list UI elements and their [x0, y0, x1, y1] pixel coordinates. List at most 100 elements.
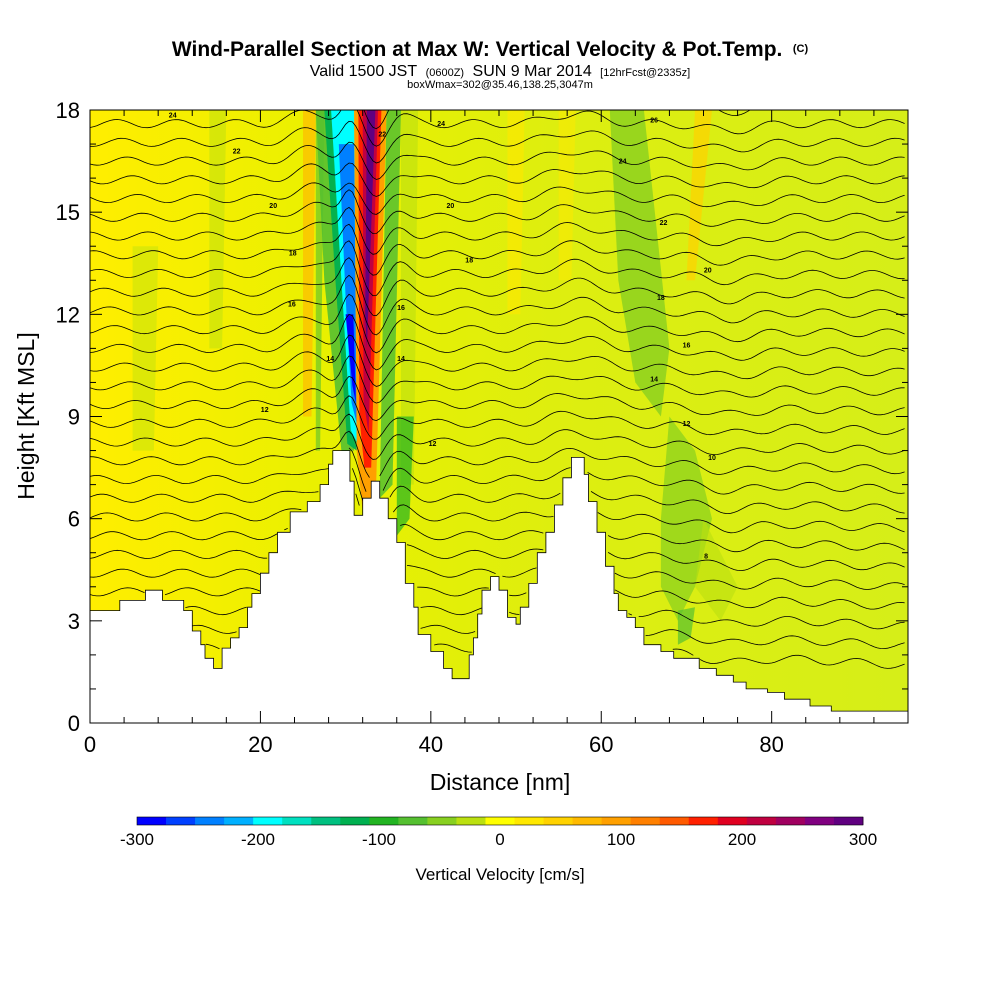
colorbar-swatch: [543, 817, 573, 825]
theta-contour: [90, 293, 905, 354]
theta-contour: [90, 120, 905, 164]
plot-area: 24 22 20 18 16 14 12 22 24 20 18 16 14 12 26 24 22 20 18 16…: [90, 110, 908, 723]
contour-label: 14: [650, 377, 658, 384]
theta-contour: [90, 141, 905, 180]
x-tick-label: 60: [589, 732, 613, 757]
theta-contour: [90, 413, 905, 460]
y-axis-label: Height [Kft MSL]: [13, 332, 39, 499]
colorbar-swatch: [630, 817, 661, 825]
colorbar-swatch: [224, 817, 254, 825]
velocity-band: [303, 110, 316, 417]
contour-label: 16: [288, 302, 296, 309]
chart-title: Wind-Parallel Section at Max W: Vertical…: [172, 38, 809, 61]
velocity-band: [695, 518, 738, 621]
contour-label: 12: [683, 421, 691, 428]
colorbar-swatch: [572, 817, 603, 825]
contour-label: 20: [269, 203, 277, 210]
velocity-band: [609, 110, 670, 417]
colorbar-swatch: [659, 817, 690, 825]
contour-label: 24: [437, 121, 445, 128]
colorbar-tick-label: 200: [728, 830, 756, 849]
theta-contour: [90, 182, 905, 215]
contour-label: 20: [447, 203, 455, 210]
colorbar-swatch: [253, 817, 283, 825]
theta-contour: [90, 565, 905, 590]
theta-contour: [90, 395, 905, 440]
contour-label: 12: [429, 441, 437, 448]
colorbar-tick-label: 0: [495, 830, 504, 849]
velocity-field: [132, 110, 738, 645]
velocity-band: [396, 416, 414, 536]
velocity-band: [209, 110, 227, 349]
theta-contour: [90, 189, 905, 235]
contour-label: 18: [289, 251, 297, 258]
theta-contour: [192, 624, 905, 650]
contour-label: 18: [657, 295, 665, 302]
y-tick-label: 6: [68, 507, 80, 532]
velocity-band: [132, 246, 159, 451]
contour-label: 18: [465, 257, 473, 264]
colorbar-swatch: [485, 817, 515, 825]
y-tick-label: 12: [56, 302, 80, 327]
theta-contour: [363, 110, 751, 130]
forecast-info: [12hrFcst@2335z]: [600, 67, 690, 79]
contour-label: 16: [397, 305, 405, 312]
chart-title-main: Wind-Parallel Section at Max W: Vertical…: [172, 38, 783, 61]
contour-label: 22: [660, 220, 668, 227]
contour-label: 12: [261, 407, 269, 414]
contour-label: 24: [169, 113, 177, 120]
colorbar-label: Vertical Velocity [cm/s]: [415, 865, 584, 884]
colorbar-swatch: [398, 817, 428, 825]
colorbar-swatch: [804, 817, 835, 825]
contour-label: 14: [397, 356, 405, 363]
colorbar-swatch: [311, 817, 341, 825]
colorbar-swatch: [833, 817, 864, 825]
colorbar: -300 -200 -100 0 100 200 300: [120, 816, 877, 849]
potential-temperature-contours: [90, 110, 905, 669]
colorbar-swatch: [195, 817, 225, 825]
theta-contour: [90, 523, 905, 553]
contour-label: 20: [704, 268, 712, 275]
contour-label: 24: [619, 159, 627, 166]
theta-contour: [90, 430, 905, 478]
colorbar-swatch: [166, 817, 196, 825]
velocity-band: [507, 110, 525, 315]
theta-contour: [90, 313, 905, 371]
contour-label: 8: [704, 554, 708, 561]
colorbar-swatch: [369, 817, 399, 825]
colorbar-swatch: [340, 817, 370, 825]
colorbar-swatch: [427, 817, 457, 825]
colorbar-swatch: [456, 817, 486, 825]
x-axis-label: Distance [nm]: [430, 769, 571, 795]
theta-contour: [90, 493, 905, 534]
colorbar-swatch: [717, 817, 748, 825]
y-tick-label: 0: [68, 711, 80, 736]
theta-contour: [90, 334, 905, 387]
theta-contour: [90, 375, 905, 422]
contour-label: 22: [233, 148, 241, 155]
contour-label: 10: [708, 455, 716, 462]
contour-label: 22: [378, 131, 386, 138]
y-tick-label: 15: [56, 200, 80, 225]
theta-contour: [90, 110, 905, 147]
x-tick-label: 20: [248, 732, 272, 757]
theta-contour: [90, 223, 905, 276]
x-tick-label: 0: [84, 732, 96, 757]
colorbar-swatch: [688, 817, 719, 825]
theta-contour: [90, 162, 905, 197]
theta-contour: [90, 274, 905, 336]
valid-time: Valid 1500 JST: [310, 63, 418, 80]
y-tick-label: 9: [68, 405, 80, 430]
theta-contour: [185, 606, 905, 630]
colorbar-swatch: [282, 817, 312, 825]
valid-utc: (0600Z): [426, 67, 465, 79]
terrain: [90, 450, 908, 723]
colorbar-swatch: [514, 817, 544, 825]
theta-contour: [90, 240, 905, 297]
colorbar-tick-label: -100: [362, 830, 396, 849]
theta-contour: [90, 447, 905, 495]
velocity-band: [677, 607, 695, 645]
contour-label: 16: [683, 343, 691, 350]
